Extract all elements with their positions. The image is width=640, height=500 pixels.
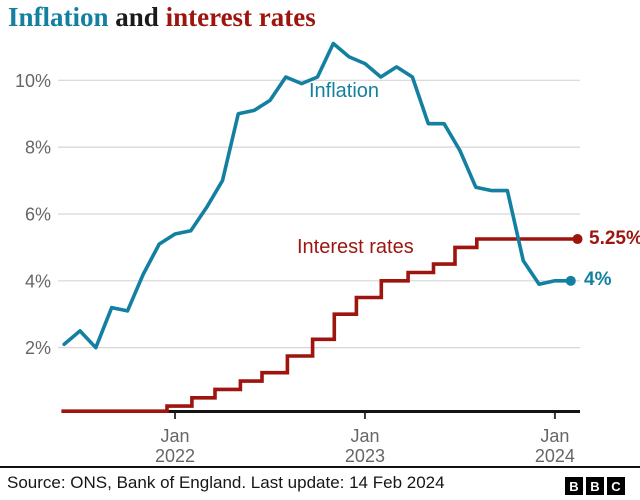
interest-rates-end-value: 5.25% <box>589 228 640 249</box>
y-axis-tick-label: 8% <box>25 138 51 158</box>
interest-rates-line <box>61 237 578 413</box>
y-axis-tick-label: 2% <box>25 338 51 358</box>
y-axis-tick-label: 4% <box>25 271 51 291</box>
title-word-and: and <box>115 2 159 32</box>
y-axis-tick-label: 10% <box>15 71 51 91</box>
inflation-series-label: Inflation <box>309 80 380 102</box>
title-word-inflation: Inflation <box>8 2 109 32</box>
x-axis-line <box>62 410 580 413</box>
x-axis-tick-label-year: 2023 <box>345 446 385 466</box>
interest-rates-end-dot <box>572 234 583 245</box>
x-axis-tick <box>174 413 176 419</box>
chart-title: Inflation and interest rates <box>8 2 316 33</box>
x-axis-tick-label-month: Jan <box>540 426 569 446</box>
x-axis-tick-label-year: 2024 <box>535 446 575 466</box>
inflation-end-dot <box>565 275 576 286</box>
interest-rates-series-label: Interest rates <box>297 236 414 258</box>
footer-divider <box>0 466 640 468</box>
bbc-logo-block-b1: B <box>565 477 583 495</box>
inflation-line <box>62 41 573 350</box>
bbc-logo: B B C <box>565 477 625 495</box>
title-word-interest-rates: interest rates <box>165 2 316 32</box>
x-axis-tick-label-year: 2022 <box>155 446 195 466</box>
x-axis-tick-label-month: Jan <box>160 426 189 446</box>
inflation-end-value: 4% <box>584 269 612 290</box>
bbc-logo-block-b2: B <box>586 477 604 495</box>
x-axis-tick <box>363 413 366 419</box>
y-axis-tick-label: 6% <box>25 204 51 224</box>
source-caption: Source: ONS, Bank of England. Last updat… <box>7 473 445 492</box>
x-axis-tick-label-month: Jan <box>350 426 379 446</box>
bbc-logo-block-c: C <box>607 477 625 495</box>
x-axis-tick <box>553 413 556 419</box>
